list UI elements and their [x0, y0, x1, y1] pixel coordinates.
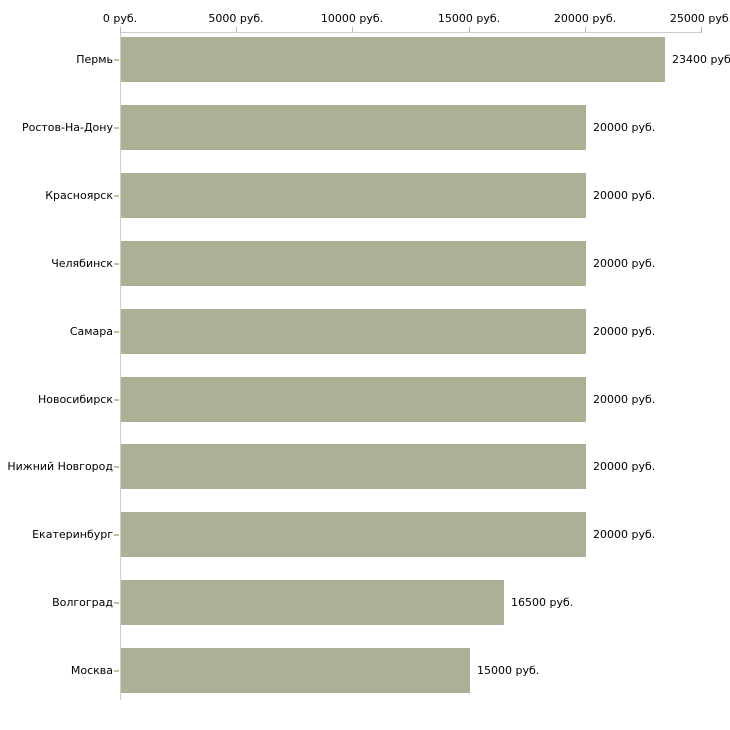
- x-tick-mark: [469, 27, 470, 33]
- category-label: Новосибирск: [37, 393, 113, 406]
- bar: [121, 512, 586, 557]
- category-label: Москва: [70, 664, 113, 677]
- bar: [121, 105, 586, 150]
- x-axis-line: [120, 32, 702, 33]
- category-label: Пермь: [76, 53, 113, 66]
- value-label: 16500 руб.: [511, 596, 574, 609]
- category-label: Самара: [69, 325, 113, 338]
- x-tick-mark: [120, 27, 121, 33]
- category-tick: [114, 399, 119, 401]
- category-tick: [114, 466, 119, 468]
- category-label: Ростов-На-Дону: [21, 121, 113, 134]
- value-label: 20000 руб.: [593, 189, 656, 202]
- x-tick-label: 20000 руб.: [553, 12, 617, 25]
- value-label: 20000 руб.: [593, 460, 656, 473]
- y-axis-line: [120, 32, 121, 700]
- category-tick: [114, 263, 119, 265]
- bar: [121, 37, 665, 82]
- value-label: 15000 руб.: [477, 664, 540, 677]
- category-label: Волгоград: [52, 596, 113, 609]
- x-tick-label: 25000 руб.: [669, 12, 730, 25]
- x-tick-mark: [236, 27, 237, 33]
- category-label: Челябинск: [51, 257, 113, 270]
- value-label: 20000 руб.: [593, 121, 656, 134]
- category-label: Екатеринбург: [32, 528, 113, 541]
- bar: [121, 309, 586, 354]
- bar: [121, 648, 470, 693]
- category-tick: [114, 331, 119, 333]
- x-tick-mark: [352, 27, 353, 33]
- category-label: Красноярск: [45, 189, 113, 202]
- value-label: 23400 руб.: [672, 53, 730, 66]
- bar: [121, 377, 586, 422]
- category-label: Нижний Новгород: [7, 460, 113, 473]
- x-tick-label: 0 руб.: [102, 12, 138, 25]
- value-label: 20000 руб.: [593, 257, 656, 270]
- bar: [121, 580, 504, 625]
- value-label: 20000 руб.: [593, 528, 656, 541]
- bar: [121, 241, 586, 286]
- category-tick: [114, 534, 119, 536]
- category-tick: [114, 195, 119, 197]
- bar: [121, 173, 586, 218]
- x-tick-mark: [585, 27, 586, 33]
- category-tick: [114, 59, 119, 61]
- bar: [121, 444, 586, 489]
- x-tick-label: 10000 руб.: [320, 12, 384, 25]
- value-label: 20000 руб.: [593, 393, 656, 406]
- category-tick: [114, 670, 119, 672]
- category-tick: [114, 127, 119, 129]
- x-tick-label: 5000 руб.: [208, 12, 264, 25]
- x-tick-label: 15000 руб.: [437, 12, 501, 25]
- value-label: 20000 руб.: [593, 325, 656, 338]
- x-tick-mark: [701, 27, 702, 33]
- category-tick: [114, 602, 119, 604]
